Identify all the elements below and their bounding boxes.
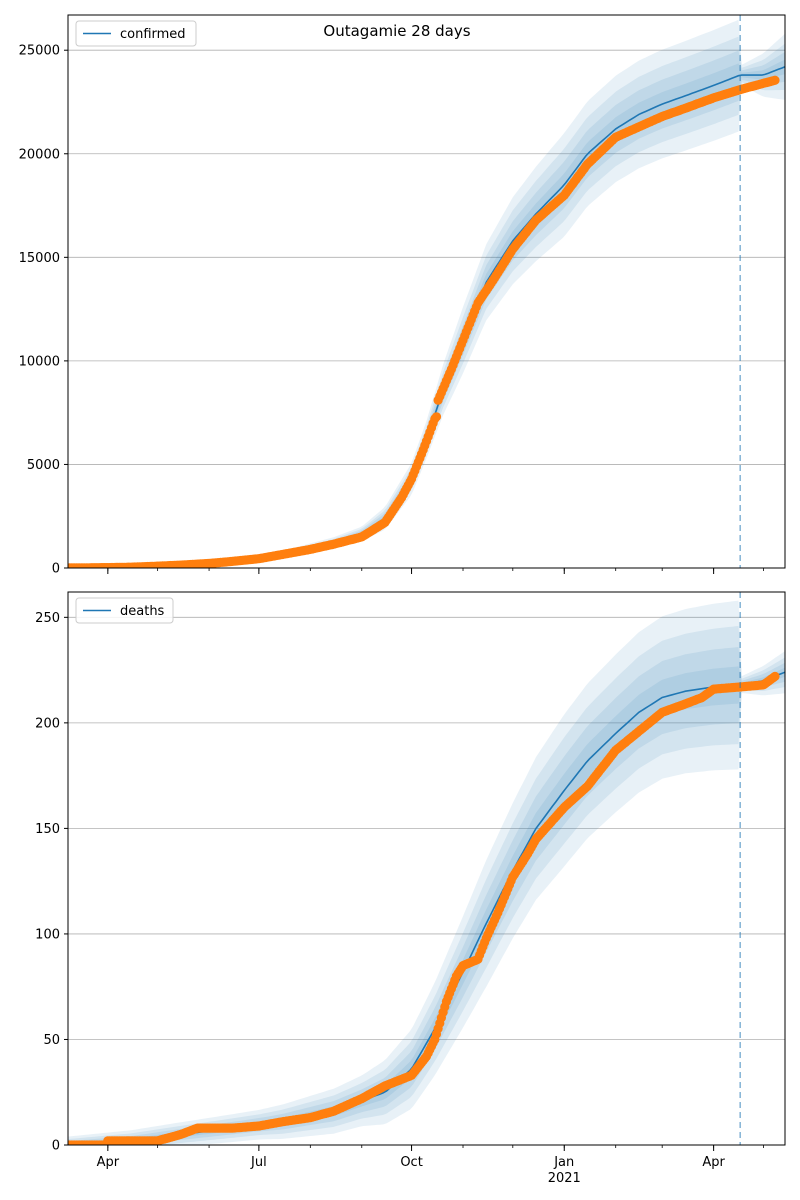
y-tick-label: 25000 — [19, 44, 60, 59]
observed-point — [770, 75, 780, 85]
x-tick-label: Apr — [702, 1155, 725, 1170]
y-tick-label: 0 — [52, 1139, 60, 1154]
legend-label: confirmed — [120, 27, 186, 42]
legend: confirmed — [75, 20, 197, 47]
y-tick-label: 150 — [35, 822, 60, 837]
x-tick-label: Oct — [400, 1155, 422, 1170]
legend-box — [75, 597, 174, 624]
y-tick-label: 15000 — [19, 251, 60, 266]
y-tick-label: 250 — [35, 611, 60, 626]
x-tick-label: Jul — [250, 1155, 267, 1170]
legend: deaths — [75, 597, 174, 624]
plot-area — [68, 600, 785, 1145]
legend-label: deaths — [120, 604, 165, 619]
y-tick-label: 100 — [35, 927, 60, 942]
x-tick-label: Jan — [553, 1155, 574, 1170]
y-tick-label: 20000 — [19, 147, 60, 162]
uncertainty-band — [68, 19, 785, 568]
axes-frame — [67, 591, 786, 1146]
plot-area — [68, 19, 785, 568]
legend-box — [75, 20, 197, 47]
uncertainty-band — [68, 36, 785, 568]
confirmed-panel: 0 5000 10000 15000 20000 25000 confirmed — [19, 14, 786, 577]
y-tick-label: 0 — [52, 562, 60, 577]
axes-frame — [67, 14, 786, 569]
y-tick-label: 200 — [35, 716, 60, 731]
uncertainty-band — [68, 600, 785, 1145]
y-tick-label: 50 — [43, 1033, 60, 1048]
y-tick-label: 5000 — [27, 458, 60, 473]
uncertainty-band — [68, 647, 785, 1145]
x-tick-sublabel: 2021 — [548, 1171, 581, 1186]
y-tick-label: 10000 — [19, 354, 60, 369]
x-tick-label: Apr — [97, 1155, 120, 1170]
observed-point — [431, 412, 442, 422]
observed-point — [770, 671, 780, 682]
figure-title: Outagamie 28 days — [323, 22, 470, 40]
